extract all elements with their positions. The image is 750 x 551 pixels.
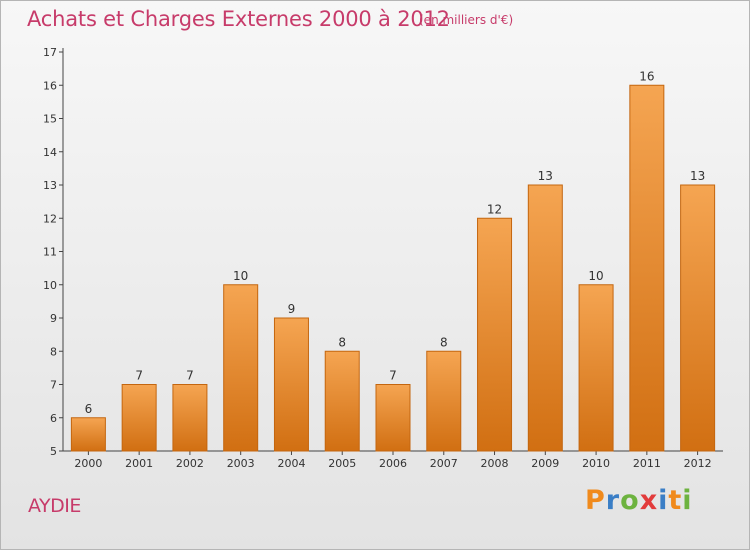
x-tick-label-2000: 2000 bbox=[74, 457, 102, 470]
x-tick-label-2006: 2006 bbox=[379, 457, 407, 470]
bar-2007 bbox=[426, 350, 462, 452]
data-label-2002: 7 bbox=[186, 369, 194, 383]
bar-2011 bbox=[629, 84, 665, 452]
data-label-2007: 8 bbox=[440, 335, 448, 349]
x-tick-label-2008: 2008 bbox=[481, 457, 509, 470]
data-label-2010: 10 bbox=[588, 269, 603, 283]
logo-letter: P bbox=[585, 485, 606, 516]
bar-2006 bbox=[375, 384, 411, 452]
bar-2012 bbox=[680, 184, 716, 452]
y-tick-label: 13 bbox=[43, 179, 57, 192]
x-tick-label-2003: 2003 bbox=[227, 457, 255, 470]
y-tick-label: 16 bbox=[43, 79, 57, 92]
x-tick-label-2010: 2010 bbox=[582, 457, 610, 470]
data-label-2006: 7 bbox=[389, 369, 397, 383]
logo-letter: x bbox=[639, 485, 659, 516]
proxiti-logo[interactable]: Proxiti bbox=[585, 485, 693, 516]
logo-letter: i bbox=[682, 485, 693, 516]
x-tick-label-2005: 2005 bbox=[328, 457, 356, 470]
bar-2009 bbox=[527, 184, 563, 452]
logo-letter: r bbox=[605, 485, 621, 516]
x-tick-label-2011: 2011 bbox=[633, 457, 661, 470]
logo-letter: i bbox=[658, 485, 669, 516]
y-tick-label: 8 bbox=[50, 345, 57, 358]
data-label-2011: 16 bbox=[639, 69, 654, 83]
x-tick-label-2001: 2001 bbox=[125, 457, 153, 470]
data-label-2005: 8 bbox=[338, 335, 346, 349]
bar-2003 bbox=[223, 284, 259, 452]
commune-name: AYDIE bbox=[28, 495, 81, 517]
x-tick-label-2004: 2004 bbox=[277, 457, 305, 470]
data-label-2003: 10 bbox=[233, 269, 248, 283]
y-tick-label: 6 bbox=[50, 412, 57, 425]
bar-2002 bbox=[172, 384, 208, 452]
x-tick-label-2012: 2012 bbox=[684, 457, 712, 470]
bar-2008 bbox=[477, 217, 513, 452]
y-tick-label: 15 bbox=[43, 113, 57, 126]
chart-title: Achats et Charges Externes 2000 à 2012 bbox=[27, 7, 450, 31]
x-tick-label-2002: 2002 bbox=[176, 457, 204, 470]
data-label-2004: 9 bbox=[288, 302, 296, 316]
bar-2004 bbox=[273, 317, 309, 452]
bar-2010 bbox=[578, 284, 614, 452]
x-tick-label-2009: 2009 bbox=[531, 457, 559, 470]
y-tick-label: 14 bbox=[43, 146, 57, 159]
bar-2000 bbox=[70, 417, 106, 452]
chart-labels: 6 2000 7 2001 7 2002 10 2003 9 2004 8 2005 7 2006 8 200… bbox=[74, 69, 711, 470]
bar-2005 bbox=[324, 350, 360, 452]
y-tick-label: 9 bbox=[50, 312, 57, 325]
y-tick-label: 11 bbox=[43, 246, 57, 259]
logo-letter: t bbox=[668, 485, 683, 516]
data-label-2009: 13 bbox=[538, 169, 553, 183]
y-tick-label: 5 bbox=[50, 445, 57, 458]
y-tick-label: 12 bbox=[43, 212, 57, 225]
y-tick-label: 10 bbox=[43, 279, 57, 292]
data-label-2001: 7 bbox=[135, 369, 143, 383]
chart-unit: (en milliers d'€) bbox=[419, 13, 514, 27]
bar-2001 bbox=[121, 384, 157, 452]
y-tick-label: 17 bbox=[43, 46, 57, 59]
data-label-2008: 12 bbox=[487, 202, 502, 216]
y-tick-label: 7 bbox=[50, 379, 57, 392]
chart-bars bbox=[70, 84, 716, 452]
logo-letter: o bbox=[620, 485, 640, 516]
data-label-2000: 6 bbox=[85, 402, 93, 416]
x-tick-label-2007: 2007 bbox=[430, 457, 458, 470]
data-label-2012: 13 bbox=[690, 169, 705, 183]
